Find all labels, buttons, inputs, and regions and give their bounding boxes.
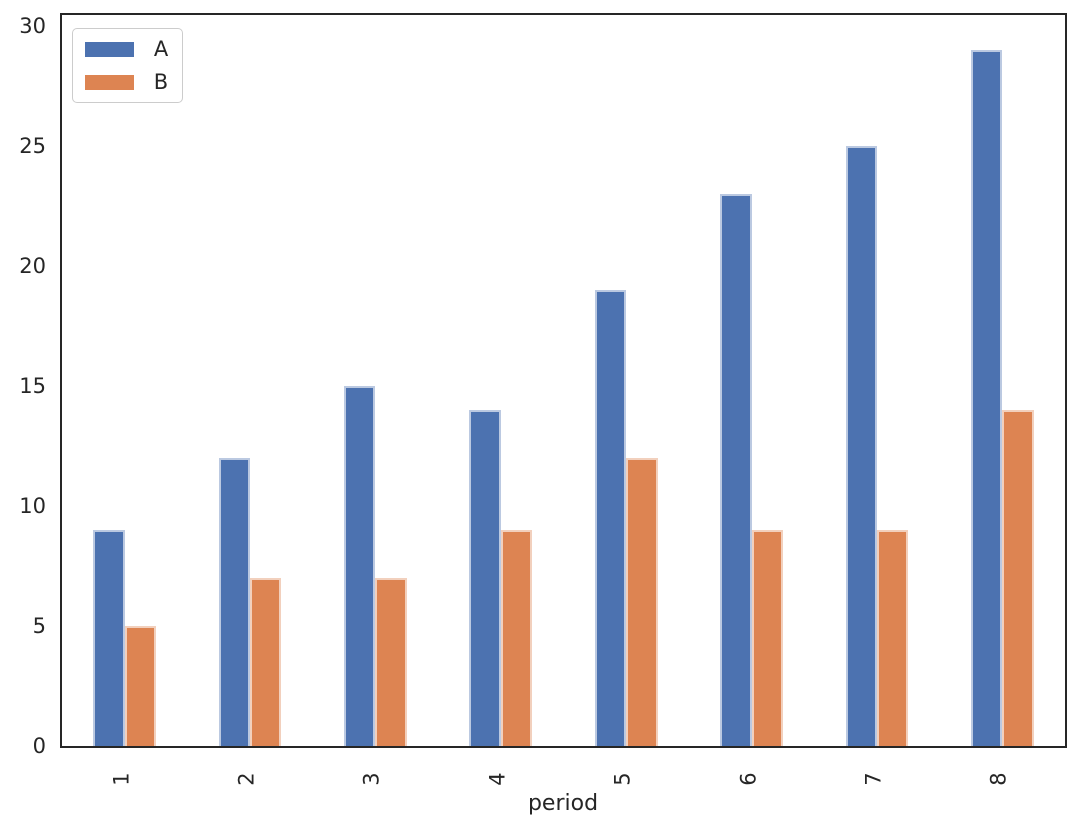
bar-B-5 (626, 457, 658, 746)
x-tick-label-4: 4 (485, 772, 510, 786)
plot-content (62, 15, 1065, 746)
x-tick-label-6: 6 (736, 772, 761, 786)
y-tick-label-10: 10 (19, 493, 46, 518)
legend-swatch-A (85, 41, 134, 57)
y-tick-label-0: 0 (32, 734, 46, 758)
bar-A-2 (218, 457, 251, 746)
bar-B-6 (751, 529, 783, 746)
bar-A-3 (344, 385, 376, 746)
bar-B-8 (1002, 409, 1034, 746)
y-tick-label-20: 20 (19, 253, 46, 278)
bar-B-1 (124, 625, 157, 746)
bar-B-4 (500, 529, 533, 746)
x-axis-label: period (527, 791, 599, 816)
x-tick-label-3: 3 (359, 772, 384, 786)
legend-label-A: A (153, 37, 169, 61)
bar-A-5 (594, 289, 627, 746)
y-tick-label-5: 5 (32, 613, 46, 638)
legend-label-B: B (153, 70, 169, 94)
bar-A-1 (93, 529, 125, 746)
x-tick-label-7: 7 (861, 772, 886, 786)
x-tick-label-2: 2 (234, 772, 259, 786)
x-tick-label-1: 1 (109, 772, 134, 786)
bar-A-4 (469, 409, 501, 746)
bar-A-6 (720, 193, 752, 746)
bar-B-3 (375, 577, 407, 746)
bar-A-7 (845, 145, 877, 746)
bar-A-8 (970, 49, 1003, 746)
y-tick-label-30: 30 (19, 13, 46, 38)
y-tick-label-25: 25 (19, 133, 46, 158)
legend-item-B: B (85, 70, 170, 94)
bar-B-2 (250, 577, 282, 746)
legend-swatch-B (85, 74, 134, 90)
y-tick-label-15: 15 (19, 373, 46, 398)
x-tick-label-5: 5 (610, 772, 635, 786)
x-tick-label-8: 8 (986, 772, 1011, 786)
legend-item-A: A (85, 37, 170, 61)
bar-B-7 (876, 529, 909, 746)
